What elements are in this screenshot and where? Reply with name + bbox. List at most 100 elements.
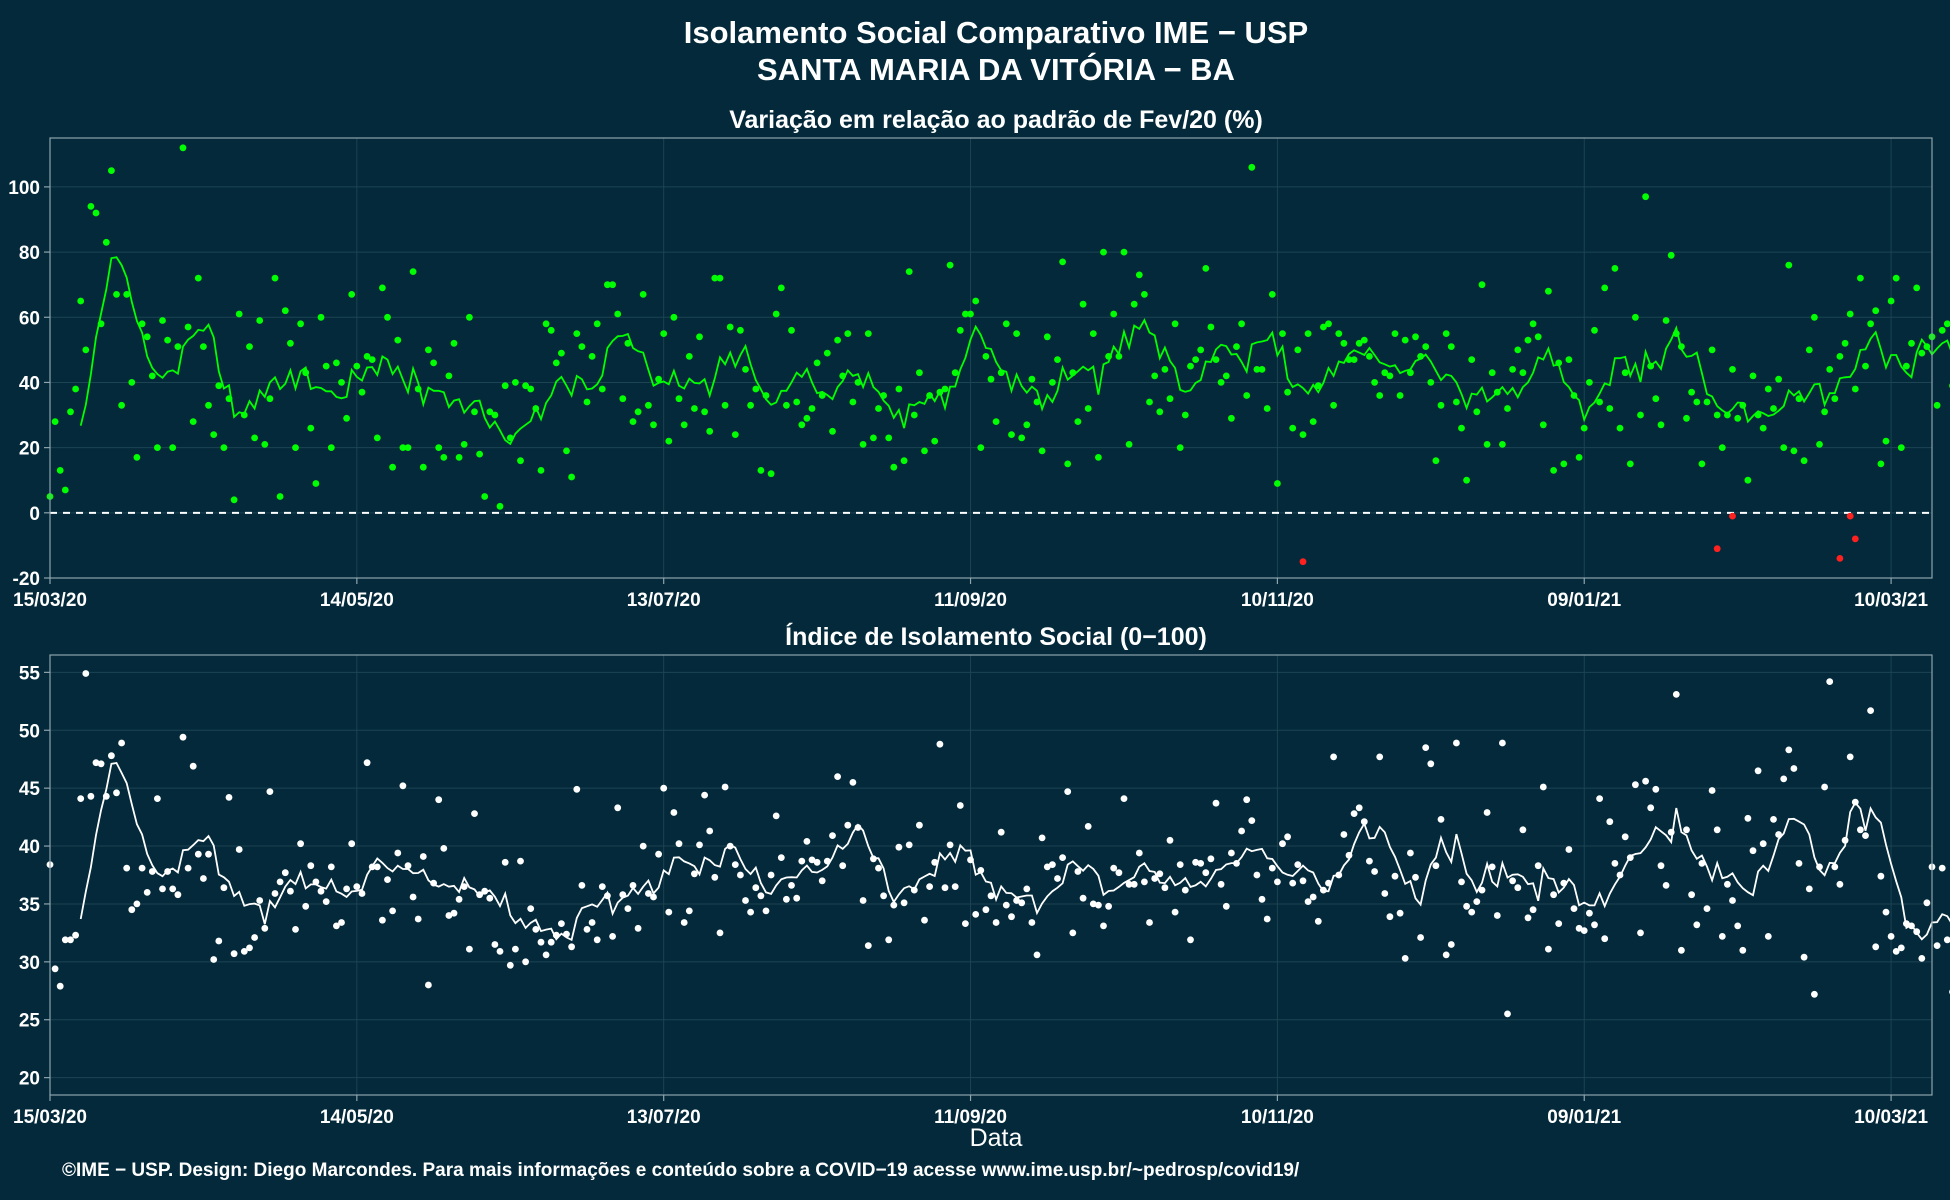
data-point: [506, 961, 514, 969]
x-tick-label: 11/09/20: [934, 590, 1007, 611]
data-point: [1340, 339, 1348, 347]
data-point: [1417, 934, 1424, 941]
data-point: [1243, 796, 1251, 804]
data-point: [1826, 678, 1834, 685]
data-point: [460, 883, 468, 890]
data-point: [1841, 836, 1849, 844]
data-point: [1586, 909, 1593, 917]
data-point: [1621, 369, 1629, 377]
data-point: [348, 840, 356, 848]
data-point: [1253, 366, 1261, 373]
y-tick-label: 40: [19, 373, 40, 394]
data-point: [1821, 408, 1828, 416]
data-point: [1565, 846, 1573, 853]
data-point: [1872, 307, 1880, 315]
data-point: [327, 444, 335, 451]
data-point: [1314, 917, 1322, 925]
data-point: [1038, 834, 1046, 842]
x-tick-label: 09/01/21: [1547, 1107, 1621, 1128]
data-point: [1488, 369, 1496, 377]
data-point: [1933, 401, 1941, 409]
data-point: [292, 926, 299, 933]
data-point: [1632, 781, 1639, 789]
data-point: [1059, 258, 1066, 266]
data-point: [1729, 897, 1736, 904]
data-point: [1335, 330, 1343, 337]
data-point: [1207, 323, 1215, 331]
data-point: [614, 804, 622, 812]
data-point: [1754, 411, 1762, 419]
data-point: [1529, 906, 1537, 914]
data-point: [143, 333, 151, 341]
data-point: [527, 905, 535, 912]
data-point: [1228, 849, 1235, 857]
data-point: [1606, 818, 1614, 826]
data-point: [1268, 864, 1276, 872]
data-point: [1320, 323, 1327, 331]
data-point: [1023, 421, 1031, 429]
data-point: [870, 434, 877, 442]
data-point: [645, 890, 652, 897]
data-point: [164, 868, 172, 875]
data-point: [501, 858, 509, 866]
data-point: [931, 858, 939, 866]
data-point: [1100, 248, 1107, 256]
data-point: [1657, 862, 1665, 870]
data-point: [205, 401, 212, 409]
data-point: [1176, 444, 1184, 451]
data-point: [956, 802, 964, 809]
panel-frame: [49, 137, 1933, 579]
data-point: [1468, 908, 1476, 916]
data-point: [880, 892, 887, 900]
data-point: [1059, 854, 1066, 861]
data-point: [1192, 858, 1199, 866]
data-point: [1488, 863, 1496, 871]
data-point: [1304, 898, 1312, 905]
data-point: [1764, 933, 1772, 940]
data-point: [419, 463, 427, 471]
data-point: [169, 444, 177, 451]
data-point: [931, 437, 939, 445]
y-tick-label: 100: [8, 178, 40, 199]
data-point: [82, 346, 90, 354]
data-point: [256, 317, 264, 324]
data-point: [977, 867, 985, 874]
data-point: [1135, 271, 1143, 279]
data-point: [1836, 353, 1844, 360]
data-point: [1698, 860, 1706, 867]
data-point: [1064, 788, 1072, 795]
data-point: [1217, 379, 1225, 386]
panel-isolation-index: 15/03/20 14/05/20 13/07/20 11/09/20 10/11/20…: [13, 654, 1950, 1128]
data-point: [215, 937, 223, 945]
data-point: [696, 841, 703, 849]
data-point: [1851, 385, 1859, 393]
data-point: [1340, 831, 1348, 838]
data-point: [1171, 908, 1179, 916]
data-point: [1519, 369, 1527, 377]
data-point: [1043, 333, 1051, 341]
data-point: [1534, 333, 1542, 341]
data-point: [1509, 877, 1516, 885]
data-point: [445, 912, 453, 919]
data-point: [425, 981, 432, 989]
data-point: [200, 343, 207, 350]
data-point: [1115, 353, 1123, 360]
data-point: [818, 877, 826, 885]
data-point: [276, 493, 284, 500]
data-point: [859, 441, 867, 448]
data-point: [997, 369, 1005, 377]
data-point: [1233, 860, 1240, 867]
data-point: [742, 366, 749, 373]
data-point: [348, 291, 356, 298]
data-point: [1238, 320, 1245, 328]
data-point: [834, 336, 841, 344]
data-point: [92, 209, 100, 217]
data-point: [685, 907, 693, 915]
data-point: [440, 845, 448, 852]
data-point: [1228, 414, 1235, 422]
data-point: [1115, 869, 1123, 877]
data-point: [128, 906, 136, 914]
data-point: [670, 809, 678, 816]
data-point: [910, 411, 918, 419]
data-point: [839, 372, 847, 380]
